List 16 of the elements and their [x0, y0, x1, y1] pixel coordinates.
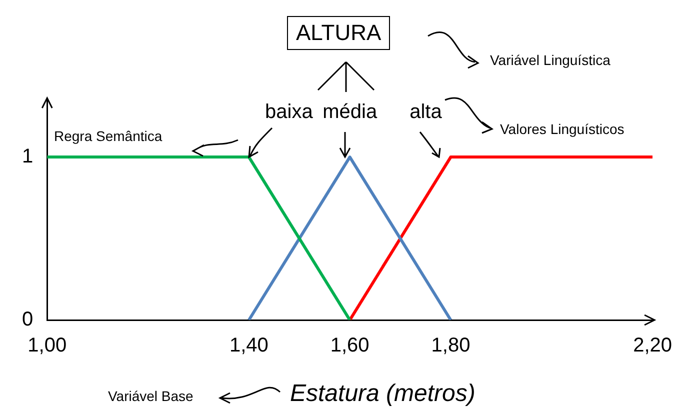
- x-tick-label: 1,60: [330, 334, 370, 357]
- x-tick-label: 1,80: [431, 334, 470, 357]
- annotation: Regra Semântica: [54, 128, 162, 144]
- y-tick-label: 0: [22, 308, 34, 331]
- text: Variável Base: [108, 388, 194, 404]
- x-tick-label: 1,00: [28, 334, 67, 357]
- annotation: Valores Linguísticos: [500, 121, 624, 137]
- chart-title: ALTURA: [287, 16, 390, 50]
- x-tick-label: 1,40: [229, 334, 268, 357]
- text: Variável Linguística: [490, 52, 610, 68]
- series-label: alta: [410, 101, 443, 123]
- y-tick-label: 1: [22, 146, 34, 168]
- x-tick-label: 2,20: [633, 334, 672, 357]
- series-label: baixa: [265, 101, 314, 123]
- x-axis-title: Estatura (metros): [290, 380, 476, 408]
- text: média: [322, 101, 378, 123]
